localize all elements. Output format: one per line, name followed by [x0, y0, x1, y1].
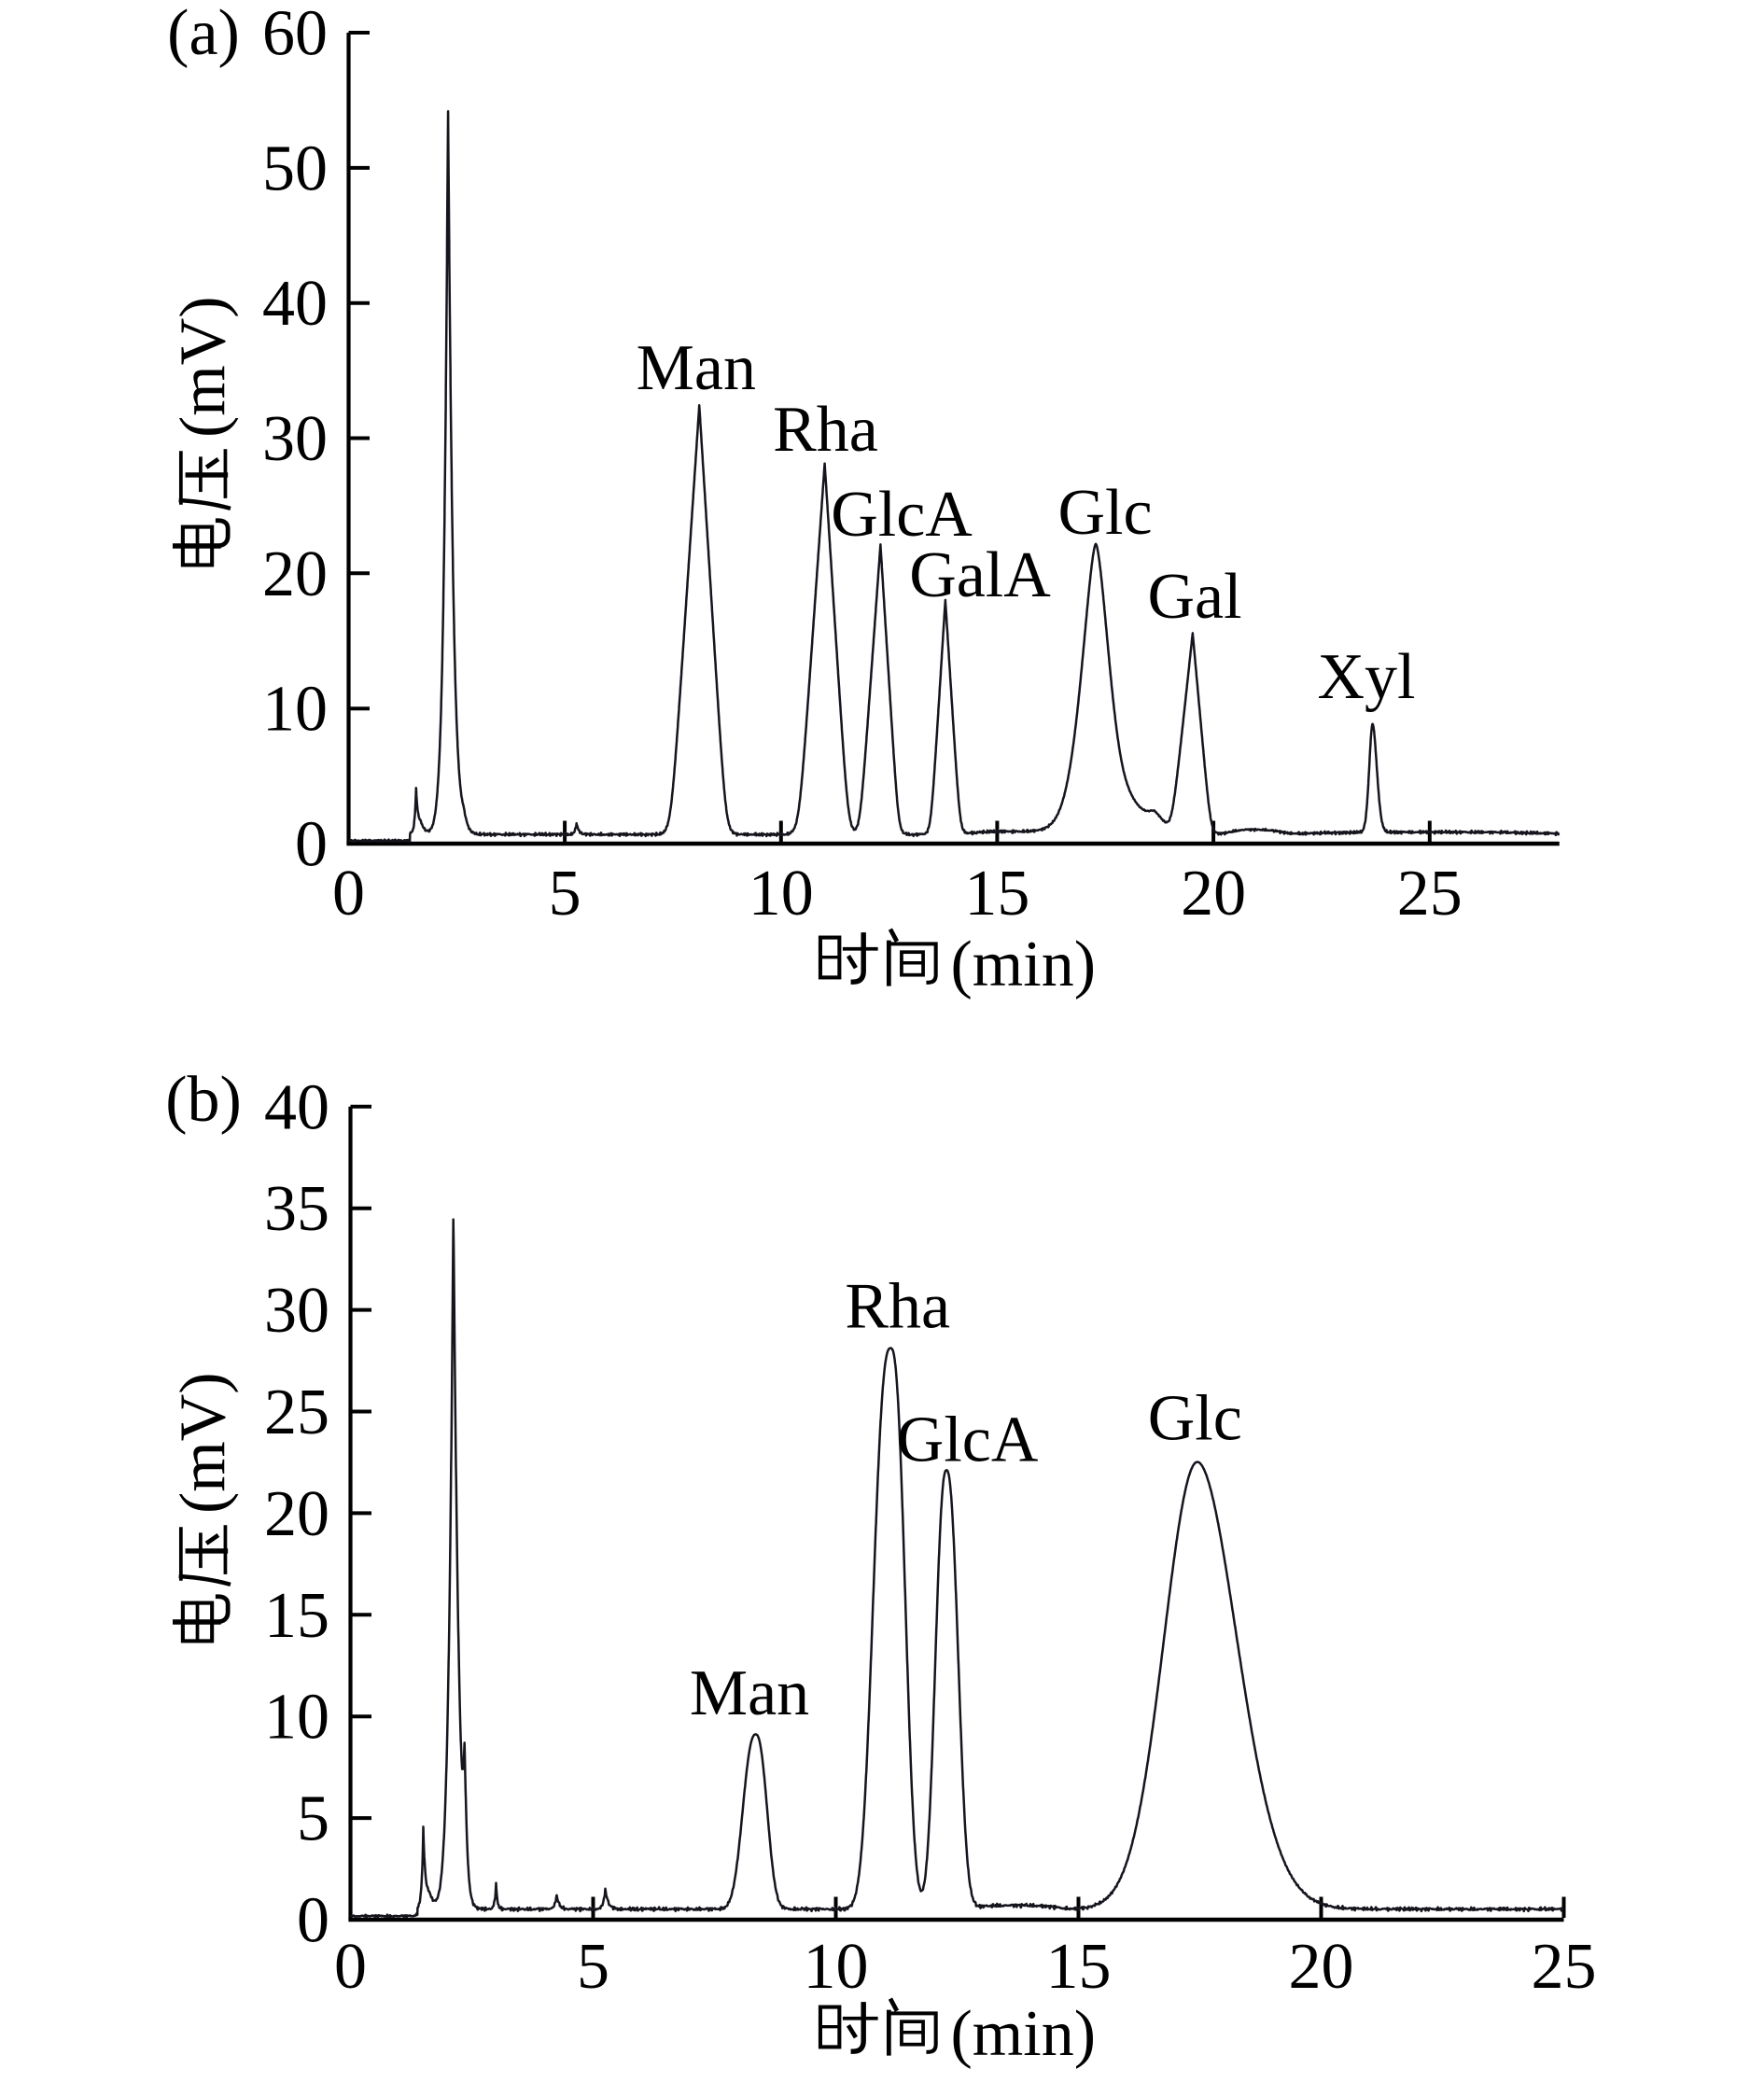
svg-text:20: 20 — [1181, 858, 1246, 930]
svg-text:Gal: Gal — [1147, 561, 1241, 633]
svg-text:0: 0 — [332, 858, 365, 930]
svg-text:Man: Man — [637, 332, 756, 404]
svg-text:(mV): (mV) — [168, 1372, 240, 1514]
svg-text:(mV): (mV) — [168, 296, 240, 438]
svg-text:25: 25 — [1397, 858, 1463, 930]
svg-text:5: 5 — [549, 858, 581, 930]
svg-text:50: 50 — [262, 133, 328, 204]
svg-text:10: 10 — [262, 674, 328, 746]
svg-text:GalA: GalA — [909, 539, 1051, 611]
svg-text:0: 0 — [334, 1931, 367, 2003]
svg-text:10: 10 — [264, 1682, 329, 1754]
svg-text:10: 10 — [804, 1931, 869, 2003]
svg-text:Rha: Rha — [773, 394, 878, 466]
svg-text:Xyl: Xyl — [1318, 641, 1416, 713]
svg-text:40: 40 — [262, 268, 328, 340]
svg-text:15: 15 — [964, 858, 1029, 930]
svg-text:GlcA: GlcA — [897, 1404, 1039, 1475]
svg-text:Rha: Rha — [845, 1270, 950, 1342]
svg-text:0: 0 — [297, 1885, 329, 1957]
svg-text:25: 25 — [1532, 1931, 1597, 2003]
svg-text:Man: Man — [690, 1657, 809, 1729]
svg-text:5: 5 — [297, 1783, 329, 1855]
svg-text:15: 15 — [1046, 1931, 1112, 2003]
svg-text:40: 40 — [264, 1071, 329, 1143]
svg-text:GlcA: GlcA — [831, 479, 973, 551]
svg-text:30: 30 — [262, 403, 328, 475]
svg-text:15: 15 — [264, 1580, 329, 1652]
svg-text:5: 5 — [577, 1931, 609, 2003]
svg-text:20: 20 — [264, 1478, 329, 1550]
svg-text:20: 20 — [262, 538, 328, 610]
svg-text:Glc: Glc — [1057, 477, 1152, 549]
svg-text:10: 10 — [749, 858, 814, 930]
svg-text:Glc: Glc — [1148, 1383, 1242, 1455]
svg-text:(min): (min) — [951, 929, 1097, 1000]
svg-text:35: 35 — [264, 1173, 329, 1245]
svg-text:60: 60 — [262, 0, 328, 70]
svg-text:20: 20 — [1289, 1931, 1354, 2003]
svg-text:(a): (a) — [167, 0, 240, 69]
svg-text:30: 30 — [264, 1275, 329, 1347]
svg-text:0: 0 — [295, 809, 328, 881]
svg-text:25: 25 — [264, 1377, 329, 1448]
svg-text:(min): (min) — [951, 1998, 1097, 2070]
svg-text:(b): (b) — [165, 1064, 242, 1136]
